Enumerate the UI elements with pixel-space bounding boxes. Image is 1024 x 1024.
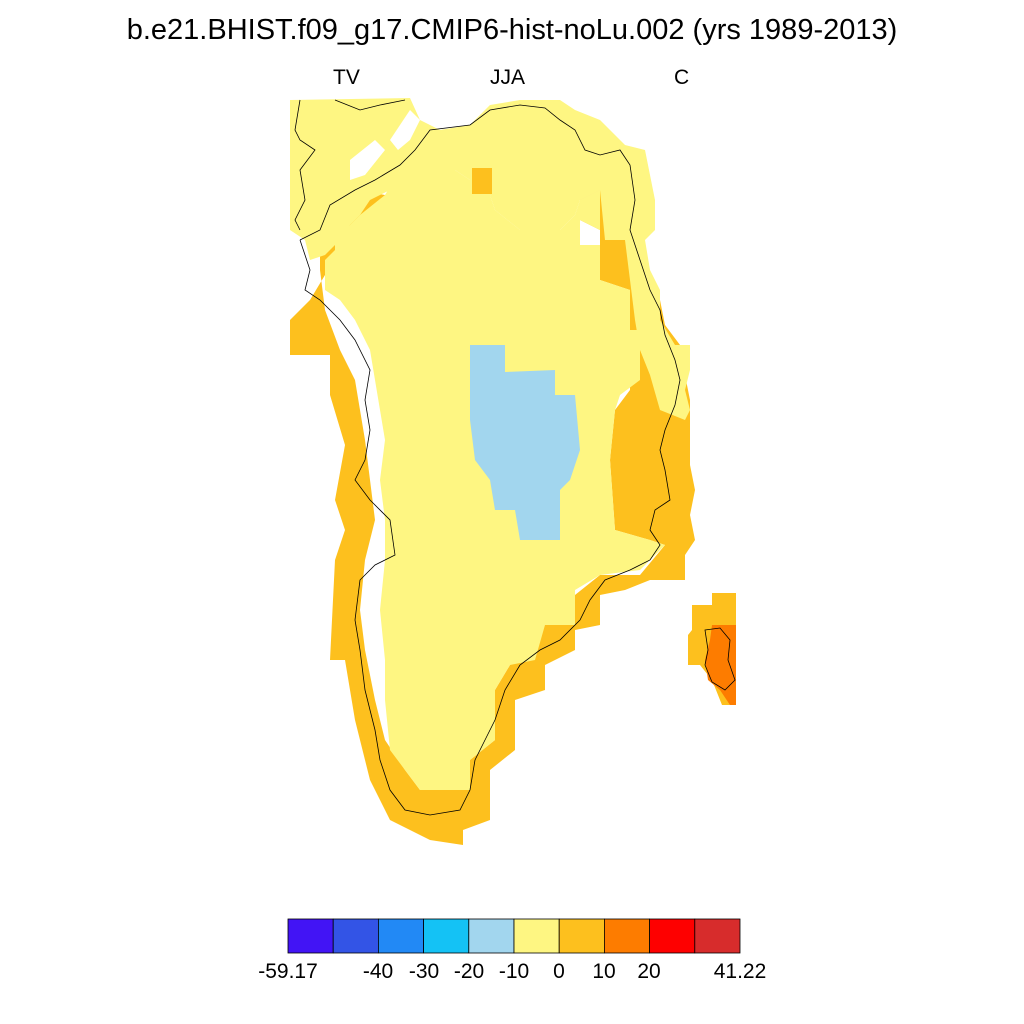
- coastline-island: [704, 627, 736, 691]
- colorbar-swatch: [332, 918, 379, 954]
- season-label: JJA: [490, 66, 526, 89]
- units-label: C: [674, 66, 690, 89]
- colorbar-swatch: [649, 918, 696, 954]
- colorbar-swatch: [604, 918, 651, 954]
- colorbar-swatch: [694, 918, 741, 954]
- interior-cool-region: [470, 345, 580, 540]
- colorbar-tick-label: 10: [592, 960, 616, 983]
- coastline: [294, 99, 681, 816]
- colorbar-tick-label: 41.22: [713, 960, 767, 983]
- colorbar-tick-label: -40: [362, 960, 394, 983]
- variable-label: TV: [333, 66, 360, 89]
- colorbar-swatch: [423, 918, 470, 954]
- northern-land-region: [290, 98, 690, 420]
- north-gap: [350, 140, 385, 180]
- colorbar-tick-label: -59.17: [258, 960, 318, 983]
- colorbar-tick-label: -30: [408, 960, 440, 983]
- southeast-hot-spot: [705, 625, 736, 705]
- colorbar-swatch: [468, 918, 515, 954]
- northern-warm-spot: [472, 168, 492, 194]
- figure-title: b.e21.BHIST.f09_g17.CMIP6-hist-noLu.002 …: [126, 14, 898, 46]
- colorbar-tick-label: -10: [498, 960, 530, 983]
- colorbar-tick-label: 20: [637, 960, 661, 983]
- colorbar-tick-label: -20: [453, 960, 485, 983]
- north-gap: [390, 110, 420, 150]
- colorbar-swatch: [377, 918, 424, 954]
- colorbar-swatch: [513, 918, 560, 954]
- colorbar-swatch: [558, 918, 605, 954]
- colorbar-swatch: [287, 918, 334, 954]
- colorbar-tick-label: 0: [553, 960, 565, 983]
